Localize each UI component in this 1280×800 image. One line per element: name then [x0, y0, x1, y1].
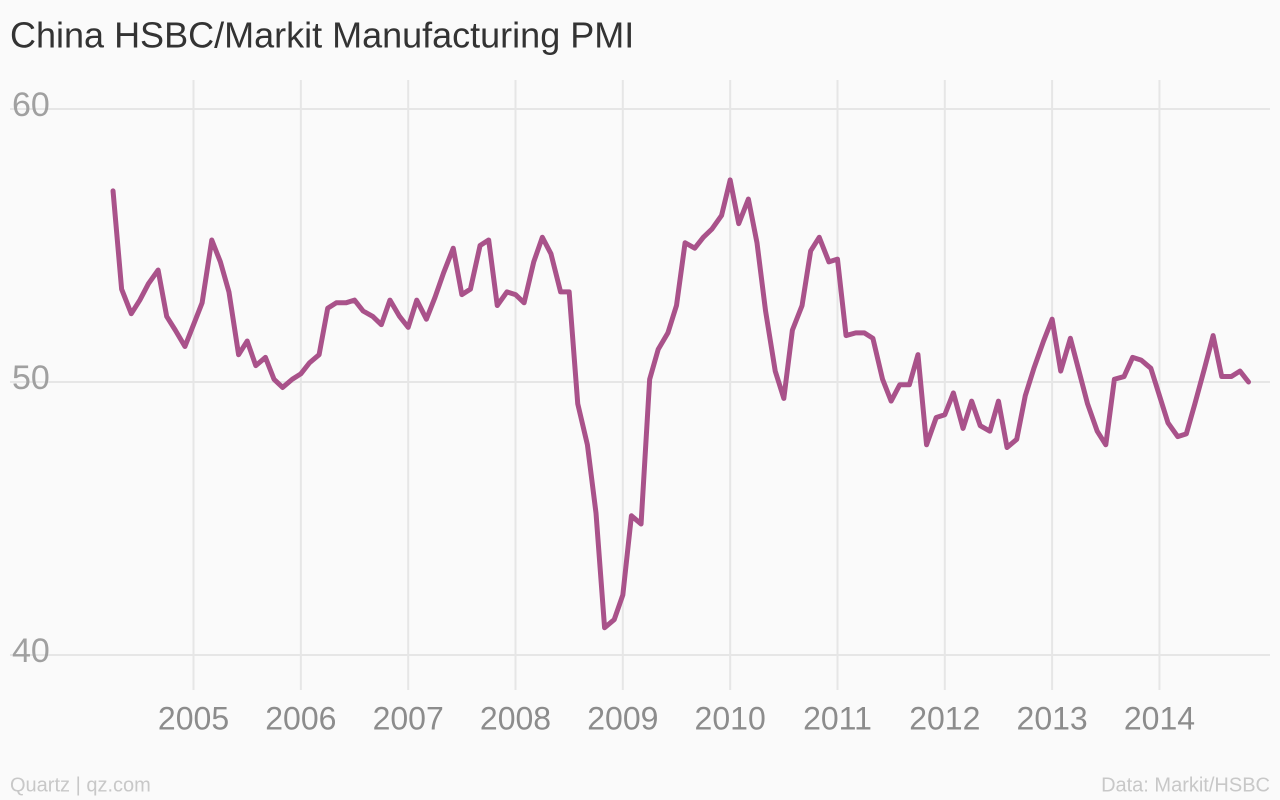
x-tick-label: 2009 — [587, 700, 658, 736]
source: Data: Markit/HSBC — [1101, 774, 1270, 796]
x-tick-label: 2005 — [158, 700, 229, 736]
y-tick-label: 50 — [12, 359, 50, 397]
x-tick-label: 2014 — [1124, 700, 1195, 736]
x-tick-label: 2012 — [909, 700, 980, 736]
credit: Quartz | qz.com — [10, 774, 151, 796]
y-tick-label: 40 — [12, 632, 50, 670]
x-tick-label: 2013 — [1017, 700, 1088, 736]
x-tick-label: 2008 — [480, 700, 551, 736]
chart-title: China HSBC/Markit Manufacturing PMI — [10, 15, 634, 56]
x-tick-label: 2006 — [265, 700, 336, 736]
x-tick-label: 2007 — [373, 700, 444, 736]
data-line — [110, 177, 1252, 631]
x-tick-label: 2011 — [803, 700, 872, 736]
y-tick-label: 60 — [12, 86, 50, 124]
x-tick-label: 2010 — [695, 700, 766, 736]
